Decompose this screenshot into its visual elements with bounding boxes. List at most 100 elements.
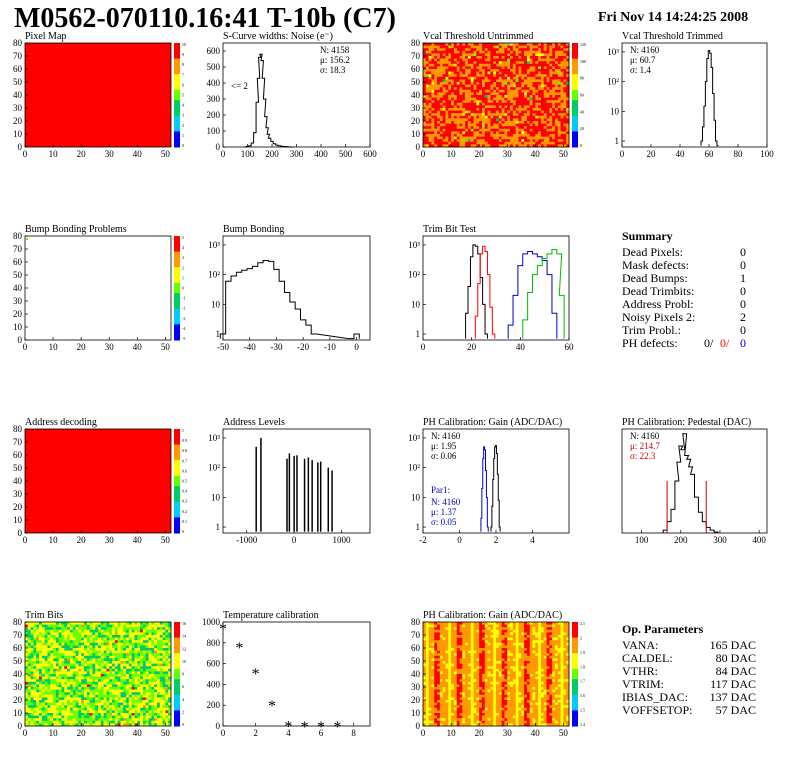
heatmap-cell <box>518 100 522 104</box>
heatmap-cell <box>554 61 559 65</box>
heatmap-cell <box>538 89 542 93</box>
heatmap-cell <box>151 674 155 677</box>
heatmap-cell <box>86 684 90 688</box>
heatmap-cell <box>490 69 494 72</box>
heatmap-cell <box>159 640 163 644</box>
heatmap-cell <box>566 48 570 52</box>
heatmap-cell <box>484 76 488 80</box>
heatmap-cell <box>95 676 99 680</box>
heatmap-cell <box>532 131 536 135</box>
heatmap-cell <box>69 674 74 677</box>
heatmap-cell <box>25 702 29 706</box>
heatmap-cell <box>33 671 37 675</box>
heatmap-cell <box>100 661 104 664</box>
heatmap-cell <box>131 707 135 711</box>
colorbar-segment <box>174 465 180 472</box>
heatmap-cell <box>540 69 545 72</box>
heatmap-cell <box>479 115 483 119</box>
heatmap-cell <box>470 87 474 91</box>
heatmap-cell <box>89 710 93 714</box>
heatmap-cell <box>557 144 561 148</box>
heatmap-cell <box>25 637 29 641</box>
x-tick-label: 1000 <box>333 535 352 545</box>
heatmap-cell <box>423 63 427 67</box>
heatmap-cell <box>546 63 550 67</box>
colorbar-segment <box>174 293 180 299</box>
heatmap-cell <box>425 74 429 78</box>
heatmap-cell <box>50 666 54 670</box>
heatmap-cell <box>439 66 443 70</box>
heatmap-cell <box>490 121 494 124</box>
heatmap-cell <box>425 56 429 59</box>
heatmap-cell <box>106 679 110 683</box>
heatmap-cell <box>81 658 85 662</box>
heatmap-cell <box>142 622 147 625</box>
heatmap-cell <box>543 87 547 91</box>
heatmap-cell <box>538 95 542 98</box>
heatmap-cell <box>120 666 124 670</box>
heatmap-cell <box>501 43 505 46</box>
heatmap-cell <box>552 82 556 85</box>
heatmap-cell <box>41 635 45 638</box>
heatmap-cell <box>109 648 113 651</box>
heatmap-cell <box>114 689 118 693</box>
heatmap-cell <box>112 720 116 724</box>
heatmap-cell <box>484 131 488 135</box>
heatmap-cell <box>521 71 525 75</box>
heatmap-cell <box>117 687 121 690</box>
heatmap-cell <box>27 713 31 716</box>
heatmap-cell <box>484 100 488 104</box>
heatmap-cell <box>557 61 561 65</box>
heatmap-cell <box>470 108 474 111</box>
heatmap-cell <box>58 681 62 685</box>
heatmap-cell <box>557 100 561 104</box>
heatmap-cell <box>106 702 110 706</box>
heatmap-cell <box>566 128 570 132</box>
heatmap-cell <box>428 118 432 122</box>
heatmap-cell <box>58 671 62 675</box>
heatmap-cell <box>81 720 85 724</box>
y-tick-label: 400 <box>207 78 221 88</box>
heatmap-cell <box>154 697 158 701</box>
heatmap-cell <box>55 648 59 651</box>
heatmap-cell <box>493 45 497 49</box>
heatmap-cell <box>552 128 556 132</box>
heatmap-cell <box>47 632 51 636</box>
heatmap-cell <box>451 624 455 628</box>
heatmap-cell <box>510 121 514 124</box>
heatmap-cell <box>451 632 455 636</box>
heatmap-cell <box>442 89 446 93</box>
heatmap-cell <box>126 700 130 703</box>
heatmap-cell <box>566 100 570 104</box>
heatmap-cell <box>428 134 432 137</box>
heatmap-cell <box>481 74 486 78</box>
heatmap-cell <box>131 666 135 670</box>
heatmap-cell <box>134 697 138 701</box>
heatmap-cell <box>549 89 553 93</box>
heatmap-cell <box>451 95 455 98</box>
heatmap-cell <box>98 624 102 628</box>
heatmap-cell <box>100 692 104 696</box>
heatmap-cell <box>428 58 432 62</box>
heatmap-cell <box>27 650 31 654</box>
heatmap-cell <box>75 705 79 709</box>
colorbar-segment <box>174 496 180 503</box>
heatmap-cell <box>92 718 96 722</box>
heatmap-cell <box>504 136 508 140</box>
colorbar-tick-label: 80 <box>580 76 584 81</box>
heatmap-cell <box>515 134 519 137</box>
heatmap-cell <box>476 45 480 49</box>
heatmap-cell <box>552 126 556 130</box>
heatmap-cell <box>89 689 93 693</box>
heatmap-cell <box>159 648 163 651</box>
heatmap-cell <box>566 123 570 127</box>
heatmap-cell <box>439 76 443 80</box>
heatmap-cell <box>53 694 57 698</box>
heatmap-cell <box>521 128 525 132</box>
heatmap-cell <box>493 629 497 633</box>
heatmap-cell <box>490 48 494 52</box>
heatmap-cell <box>120 635 124 638</box>
heatmap-cell <box>44 700 48 703</box>
heatmap-cell <box>529 97 533 101</box>
heatmap-cell <box>112 681 116 685</box>
